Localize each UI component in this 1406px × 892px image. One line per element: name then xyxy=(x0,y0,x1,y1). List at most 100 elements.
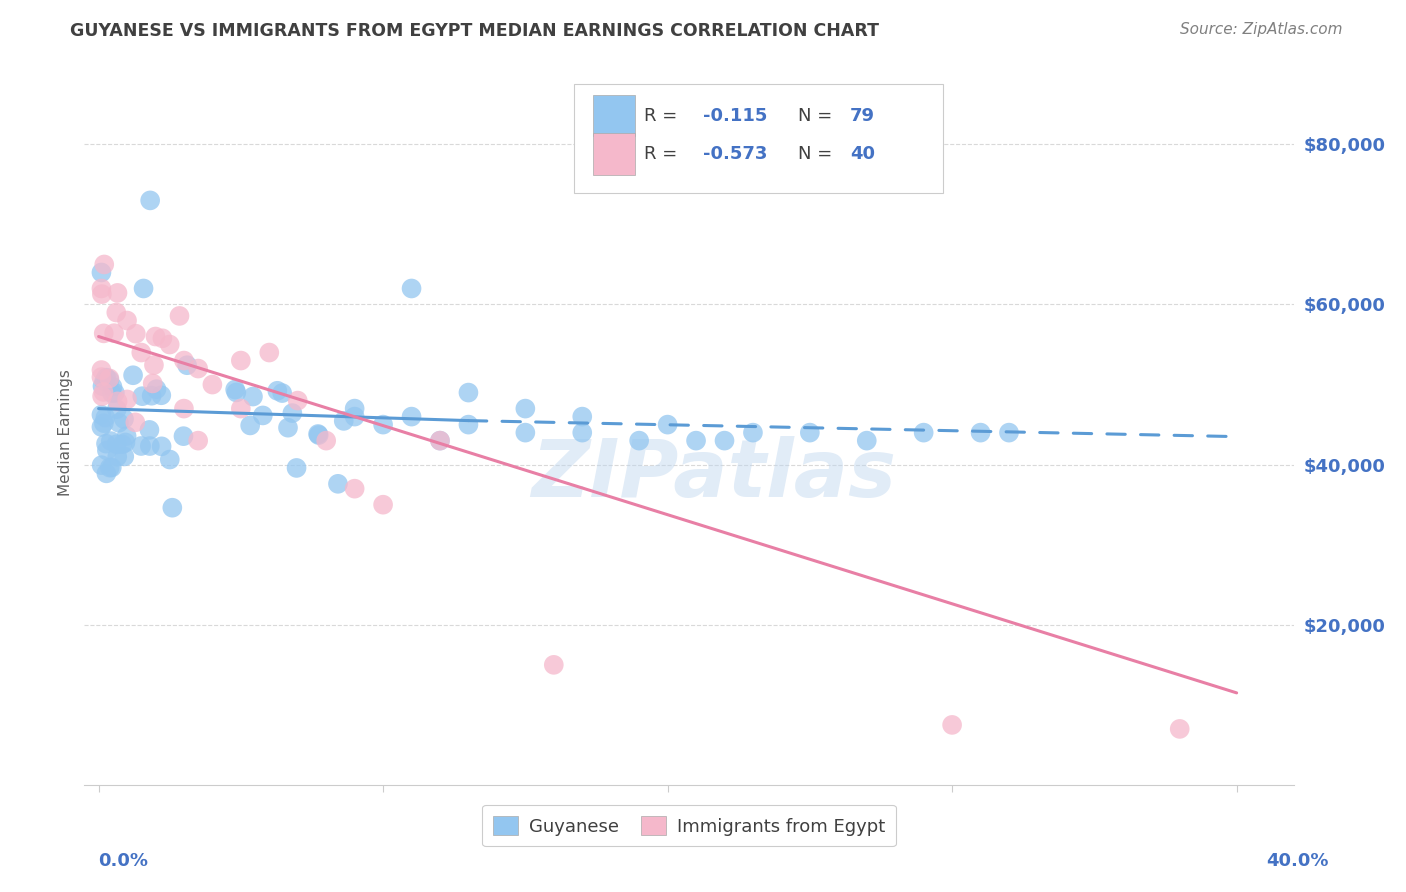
Point xyxy=(90,281,112,295)
Text: Source: ZipAtlas.com: Source: ZipAtlas.com xyxy=(1180,22,1343,37)
Point xyxy=(187,361,209,376)
Point xyxy=(343,401,366,416)
Point xyxy=(98,371,121,385)
Point xyxy=(132,281,155,295)
Point xyxy=(98,460,121,475)
Point xyxy=(742,425,765,440)
Point xyxy=(96,370,118,384)
Point xyxy=(401,409,423,424)
Point xyxy=(101,386,124,401)
Point xyxy=(129,345,152,359)
Point xyxy=(242,390,264,404)
Point xyxy=(229,353,252,368)
Point xyxy=(271,386,294,401)
Point xyxy=(152,331,174,345)
Point xyxy=(90,408,112,422)
Text: ZIPatlas: ZIPatlas xyxy=(530,436,896,514)
Point xyxy=(115,429,138,443)
Text: -0.115: -0.115 xyxy=(703,106,768,125)
Point xyxy=(115,313,138,327)
Point xyxy=(571,425,593,440)
Text: 0.0%: 0.0% xyxy=(98,852,149,870)
Point xyxy=(114,435,136,450)
Point xyxy=(131,389,153,403)
Point xyxy=(91,389,114,403)
Point xyxy=(129,439,152,453)
Point xyxy=(457,385,479,400)
Point xyxy=(429,434,451,448)
Point xyxy=(543,657,565,672)
Point xyxy=(657,417,679,432)
Point xyxy=(628,434,651,448)
Point xyxy=(169,309,191,323)
Point xyxy=(371,417,394,432)
Point xyxy=(138,423,160,437)
Text: N =: N = xyxy=(797,145,838,163)
Point xyxy=(201,377,224,392)
Point xyxy=(98,373,121,387)
Text: N =: N = xyxy=(797,106,838,125)
Point xyxy=(266,384,288,398)
Point xyxy=(139,194,162,208)
Point xyxy=(94,410,117,425)
Point xyxy=(111,437,134,451)
Point xyxy=(96,467,118,481)
Text: 40: 40 xyxy=(849,145,875,163)
Point xyxy=(96,443,118,458)
Point xyxy=(685,434,707,448)
Point xyxy=(90,363,112,377)
Text: R =: R = xyxy=(644,145,689,163)
Point xyxy=(115,392,138,407)
Text: -0.573: -0.573 xyxy=(703,145,768,163)
FancyBboxPatch shape xyxy=(574,84,943,193)
Point xyxy=(429,434,451,448)
Point xyxy=(187,434,209,448)
Y-axis label: Median Earnings: Median Earnings xyxy=(58,369,73,496)
Point xyxy=(343,482,366,496)
Point xyxy=(145,382,167,396)
Point xyxy=(287,393,309,408)
Point xyxy=(90,370,112,384)
Point xyxy=(315,434,337,448)
Point xyxy=(103,326,125,340)
Point xyxy=(371,498,394,512)
Point xyxy=(159,337,181,351)
Point xyxy=(308,428,330,442)
Point xyxy=(141,389,163,403)
Point xyxy=(401,281,423,295)
Point xyxy=(139,439,162,453)
Point xyxy=(105,305,128,319)
Point xyxy=(91,379,114,393)
Point xyxy=(229,401,252,416)
Point xyxy=(122,368,145,383)
Point xyxy=(90,420,112,434)
Point xyxy=(307,427,329,442)
Point xyxy=(571,409,593,424)
Point xyxy=(105,437,128,451)
Point xyxy=(142,376,165,391)
Point xyxy=(912,425,935,440)
Point xyxy=(277,420,299,434)
Text: 40.0%: 40.0% xyxy=(1267,852,1329,870)
Point xyxy=(93,416,115,430)
Point xyxy=(150,388,173,402)
Point xyxy=(105,450,128,464)
Point xyxy=(112,412,135,426)
Legend: Guyanese, Immigrants from Egypt: Guyanese, Immigrants from Egypt xyxy=(482,805,896,847)
Point xyxy=(332,414,354,428)
Point xyxy=(142,358,165,372)
FancyBboxPatch shape xyxy=(593,95,634,136)
Point xyxy=(172,429,194,443)
Point xyxy=(176,358,198,372)
Text: 79: 79 xyxy=(849,106,875,125)
Point xyxy=(124,415,146,429)
Point xyxy=(162,500,184,515)
Point xyxy=(326,476,349,491)
Point xyxy=(225,385,247,400)
Point xyxy=(93,384,115,399)
Point xyxy=(239,418,262,433)
Point xyxy=(515,425,537,440)
Point xyxy=(855,434,877,448)
Point xyxy=(343,409,366,424)
Point xyxy=(252,409,274,423)
